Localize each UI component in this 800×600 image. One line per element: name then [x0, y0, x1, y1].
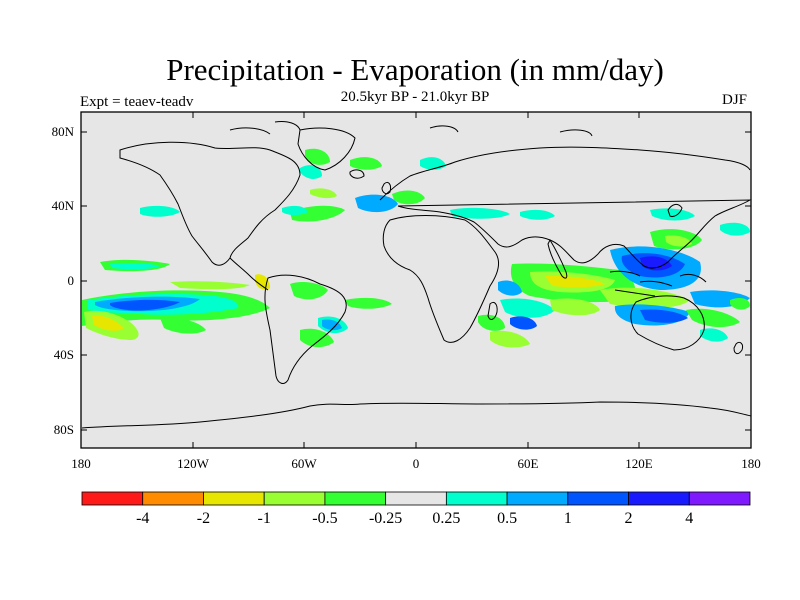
season-label: DJF	[722, 92, 748, 108]
y-tick-label: 40N	[52, 198, 75, 213]
coast-japan	[667, 203, 683, 217]
contour-green-med	[450, 207, 510, 219]
contour-green-eq-pacific	[170, 281, 250, 290]
colorbar-label: 4	[685, 510, 693, 527]
coastlines	[81, 121, 752, 429]
y-axis-labels: 80N 40N 0 40S 80S	[52, 124, 75, 437]
contour-cyan-np-e	[650, 208, 695, 221]
contour-blue-io-s	[510, 316, 537, 330]
colorbar-swatch	[385, 491, 447, 506]
coast-north-america	[119, 141, 301, 266]
contour-cyan-natl2	[355, 194, 398, 213]
contour-green-sam	[290, 282, 328, 300]
contour-green-spcz	[686, 308, 740, 328]
contour-green-io-s	[500, 298, 555, 318]
contour-green-tasman	[730, 298, 750, 310]
y-tick-label: 0	[68, 273, 75, 288]
contour-darkblue-pacific	[110, 299, 180, 311]
colorbar-label: -0.5	[312, 510, 337, 527]
plot-title: Precipitation - Evaporation (in mm/day)	[166, 52, 664, 87]
colorbar-label: 0.5	[497, 510, 517, 527]
colorbar-swatch	[506, 491, 569, 506]
contour-green-sind	[490, 330, 530, 348]
contour-cyan-np-far	[720, 222, 750, 236]
colorbar-label: 0.25	[432, 510, 460, 527]
x-axis-labels: 180 120W 60W 0 60E 120E 180	[71, 456, 761, 471]
contour-cyan-np	[140, 205, 180, 217]
contour-green-satl2	[345, 297, 392, 309]
contour-yellow-core	[92, 315, 124, 331]
precip-anomaly-contours	[82, 148, 750, 348]
y-tick-label: 80S	[54, 422, 74, 437]
colorbar-label: -1	[258, 510, 271, 527]
contour-cyan-grn	[300, 165, 322, 179]
colorbar-labels: -4 -2 -1 -0.5 -0.25 0.25 0.5 1 2 4	[136, 510, 693, 527]
x-tick-label: 180	[741, 456, 761, 471]
colorbar-label: -2	[197, 510, 210, 527]
contour-green-satl	[300, 328, 334, 348]
contour-cyan-io-w	[498, 280, 522, 296]
x-tick-label: 60E	[518, 456, 539, 471]
colorbar-swatch	[628, 491, 690, 506]
contour-blue-aus	[640, 309, 688, 323]
colorbar-label: -4	[136, 510, 149, 527]
coast-greenland	[297, 127, 356, 171]
coast-australia	[630, 295, 705, 351]
contour-darkblue-wp	[640, 256, 672, 271]
coast-uk	[381, 181, 391, 195]
colorbar-swatch	[567, 491, 629, 506]
x-axis	[80, 112, 752, 448]
colorbar-swatch	[81, 491, 144, 506]
coast-central-america	[229, 257, 269, 291]
contour-green-atl-e	[310, 188, 337, 199]
y-tick-label: 40S	[54, 347, 74, 362]
coast-iceland	[349, 169, 365, 179]
coast-south-america	[264, 274, 347, 384]
coast-madagascar	[487, 301, 498, 320]
contour-green-sp2	[160, 317, 206, 334]
coast-africa	[382, 215, 500, 343]
colorbar-label: 1	[564, 510, 572, 527]
colorbar: -4 -2 -1 -0.5 -0.25 0.25 0.5 1 2 4	[81, 491, 751, 527]
x-tick-label: 120E	[625, 456, 653, 471]
colorbar-swatch	[688, 491, 751, 506]
y-axis	[81, 131, 751, 431]
contour-green-aus-n	[600, 287, 690, 309]
colorbar-swatch	[263, 491, 326, 506]
colorbar-swatches	[81, 491, 751, 506]
contour-cyan-med2	[520, 209, 555, 220]
contour-yellow-wp-n	[665, 235, 692, 247]
coast-eurasia	[379, 146, 752, 269]
colorbar-swatch	[324, 491, 387, 506]
coast-indonesia	[609, 270, 707, 297]
colorbar-swatch	[445, 491, 508, 506]
contour-cyan-nz	[700, 328, 728, 342]
time-range-subtitle: 20.5kyr BP - 21.0kyr BP	[340, 89, 490, 105]
x-tick-label: 180	[71, 456, 91, 471]
experiment-label: Expt = teaev-teadv	[80, 94, 194, 110]
x-tick-label: 120W	[177, 456, 210, 471]
x-tick-label: 0	[413, 456, 420, 471]
map-panel: 80N 40N 0 40S 80S 180 120W 60W 0 60E 120…	[52, 111, 761, 471]
x-tick-label: 60W	[291, 456, 317, 471]
y-tick-label: 80N	[52, 124, 75, 139]
contour-green-madag	[478, 314, 505, 331]
coast-new-zealand	[733, 341, 743, 355]
coast-antarctica	[81, 401, 752, 429]
contour-green-grn	[305, 148, 330, 165]
contour-green-arctic	[350, 157, 382, 170]
contour-green-sind2	[550, 298, 600, 316]
colorbar-swatch	[142, 491, 204, 506]
contour-yellow-io2	[545, 275, 605, 288]
colorbar-label: -0.25	[369, 510, 402, 527]
contour-green-eur	[392, 190, 425, 205]
coast-arctic-islands	[229, 121, 593, 137]
colorbar-swatch	[203, 491, 265, 506]
contour-blue-sam	[322, 319, 342, 331]
colorbar-label: 2	[625, 510, 633, 527]
coast-india	[547, 238, 568, 279]
contour-cyan-np2	[110, 262, 160, 270]
contour-cyan-natl	[282, 205, 308, 215]
